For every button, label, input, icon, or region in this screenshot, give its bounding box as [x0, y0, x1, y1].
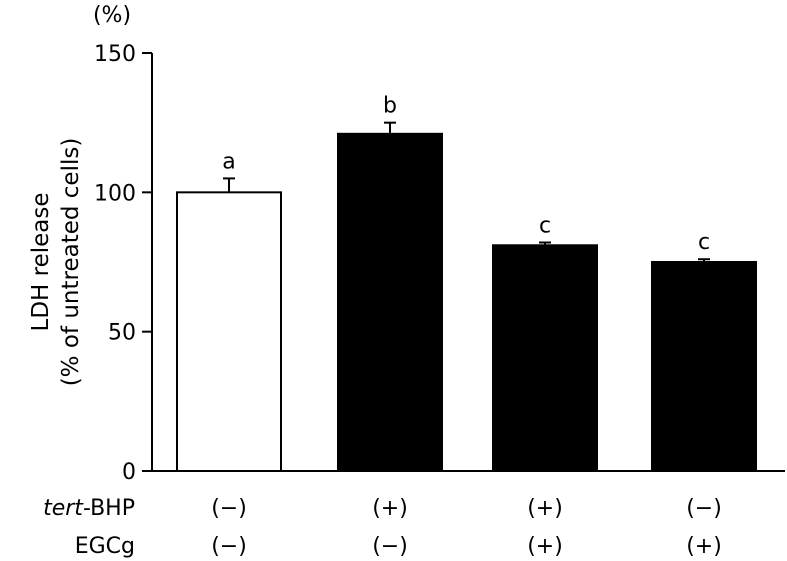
y-axis-title: LDH release (% of untreated cells): [28, 138, 84, 387]
condition-row-label: tert-BHP: [43, 496, 135, 521]
significance-label: c: [698, 230, 710, 255]
significance-label: a: [222, 149, 235, 174]
condition-value: (+): [686, 534, 722, 559]
bar: [337, 132, 443, 473]
condition-value: (+): [527, 496, 563, 521]
significance-label: b: [383, 94, 397, 119]
bar: [176, 191, 282, 472]
y-tick-label: 100: [94, 181, 136, 206]
y-tick-label: 50: [108, 321, 136, 346]
condition-value: (+): [527, 534, 563, 559]
significance-label: c: [539, 213, 551, 238]
condition-value: (+): [372, 496, 408, 521]
bar: [651, 261, 757, 472]
y-tick-label: 150: [94, 42, 136, 67]
y-axis-title-line2: (% of untreated cells): [58, 138, 84, 387]
y-axis-title-line1: LDH release: [28, 193, 54, 332]
condition-value: (−): [372, 534, 408, 559]
y-tick-label: 0: [122, 460, 136, 485]
condition-value: (−): [686, 496, 722, 521]
condition-row-label: EGCg: [75, 534, 135, 559]
y-unit-label: (%): [93, 3, 131, 28]
bar: [492, 244, 598, 472]
condition-value: (−): [211, 496, 247, 521]
condition-value: (−): [211, 534, 247, 559]
